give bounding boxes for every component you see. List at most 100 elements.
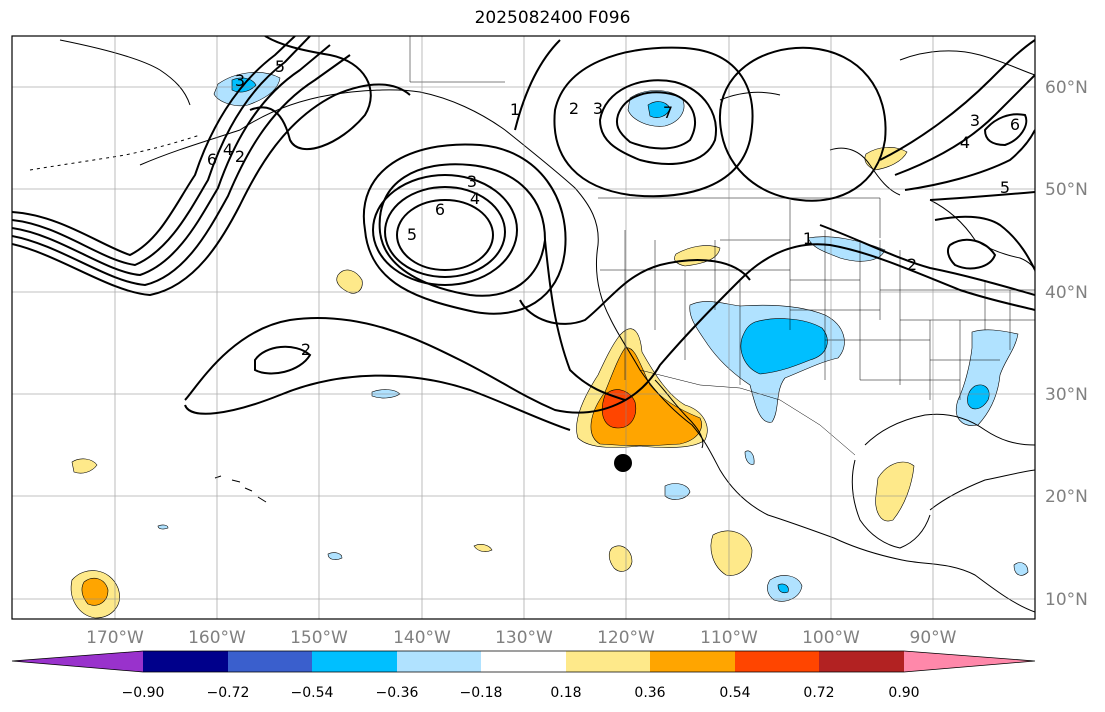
contour-ridge-west: [544, 239, 626, 401]
contour-east-closed: [983, 113, 1028, 147]
contour-bundle-1: [12, 36, 296, 257]
baja-coast: [654, 379, 704, 449]
contour-east-closed-2: [946, 238, 997, 270]
alaska-north-coast: [59, 39, 191, 106]
contour-east-1: [879, 39, 1035, 161]
warm-patch-pacific: [336, 269, 363, 294]
contour-label: 4: [470, 189, 480, 208]
closed-low-inner-1: [396, 199, 494, 271]
colorbar-segment: [819, 651, 904, 672]
contour-label: 6: [435, 200, 445, 219]
contour-label: 4: [223, 140, 233, 159]
colorbar-tick-label: −0.36: [376, 685, 419, 701]
contour-east-4: [929, 191, 1035, 201]
closed-low-inner-2: [384, 186, 506, 278]
colorbar: −0.90 −0.72 −0.54 −0.36 −0.18 0.18 0.36 …: [11, 650, 1036, 701]
cold-patch-6: [157, 524, 169, 530]
storm-center-marker: [614, 454, 632, 472]
hawaiian-islands: [214, 475, 267, 503]
contour-label: 2: [569, 99, 579, 118]
lon-axis: 170°W 160°W 150°W 140°W 130°W 120°W 110°…: [86, 628, 957, 648]
cold-anomaly-canada-core: [647, 101, 671, 118]
colorbar-segment: [143, 651, 228, 672]
lon-tick-label: 130°W: [495, 628, 553, 648]
contour-east-3: [904, 129, 1035, 191]
contour-bundle-4: [12, 54, 351, 287]
lat-tick-label: 50°N: [1045, 180, 1088, 200]
state-boundaries: [600, 200, 1035, 400]
us-canada-border: [598, 197, 881, 238]
colorbar-extend-low: [12, 651, 143, 672]
colorbar-segment: [566, 651, 650, 672]
contour-label: 1: [510, 100, 520, 119]
contour-east-5: [934, 215, 1035, 271]
contour-canada-low-3: [553, 46, 754, 198]
lon-tick-label: 120°W: [597, 628, 655, 648]
colorbar-extend-high: [904, 651, 1035, 672]
warm-patch-hudson: [864, 147, 908, 171]
colorbar-tick-label: −0.72: [207, 685, 250, 701]
colorbar-tick-label: 0.72: [803, 685, 834, 701]
contour-1-long: [184, 243, 1035, 414]
warm-patch-gulf: [875, 461, 915, 522]
cold-anomaly-sw-us-core: [740, 318, 828, 375]
contour-ridge-2: [519, 259, 751, 325]
colorbar-segment: [312, 651, 397, 672]
colorbar-tick-label: −0.18: [460, 685, 503, 701]
contour-1-north: [514, 39, 561, 131]
colorbar-tick-label: −0.90: [122, 685, 165, 701]
lon-tick-label: 150°W: [290, 628, 348, 648]
gulf-coast-north: [864, 413, 1035, 446]
colorbar-segment: [735, 651, 819, 672]
contour-bundle-3: [12, 44, 331, 277]
pacific-coastline: [139, 89, 1035, 613]
cold-patch-2: [664, 483, 691, 500]
colorbar-tick-label: 0.54: [719, 685, 750, 701]
closed-low-inner-3: [372, 174, 518, 286]
contour-lines: [12, 36, 1035, 431]
aleutian-islands: [29, 134, 201, 171]
cold-patch-5: [1013, 562, 1029, 576]
map-frame: [11, 35, 1036, 620]
alaska-yukon-border: [409, 36, 505, 83]
east-canada-coast: [929, 199, 1035, 273]
contour-canada-low-1: [598, 79, 717, 165]
contour-east-2: [894, 74, 1035, 176]
contour-alaska-loop: [249, 36, 372, 150]
colorbar-segment: [228, 651, 312, 672]
contour-label: 3: [593, 99, 603, 118]
cold-patch-7: [744, 450, 755, 465]
cold-anomaly-gulf-core: [967, 384, 990, 410]
cold-patch-4: [327, 552, 343, 560]
colorbar-segment: [397, 651, 481, 672]
colorbar-segment: [481, 651, 566, 672]
lat-axis: 60°N 50°N 40°N 30°N 20°N 10°N: [1045, 78, 1088, 610]
contour-label: 5: [1000, 178, 1010, 197]
warm-patch-tropics-3: [473, 544, 493, 552]
lat-tick-label: 60°N: [1045, 78, 1088, 98]
colorbar-tick-label: 0.36: [634, 685, 665, 701]
contour-label: 7: [663, 103, 673, 122]
lat-tick-label: 10°N: [1045, 590, 1088, 610]
warm-patch-tropics-2: [710, 530, 753, 576]
warm-patch-far-west: [71, 458, 98, 474]
lat-tick-label: 40°N: [1045, 283, 1088, 303]
colorbar-tick-label: 0.18: [550, 685, 581, 701]
anomaly-fills: [70, 72, 1029, 619]
contour-2-east: [819, 224, 1035, 296]
lon-tick-label: 100°W: [802, 628, 860, 648]
cold-patch-3-core: [777, 583, 789, 594]
contour-label: 2: [907, 255, 917, 274]
political-boundaries: [409, 36, 1035, 456]
gulf-coast-west: [851, 459, 931, 549]
yucatan-coast: [929, 469, 1035, 511]
contour-label: 3: [970, 111, 980, 130]
contour-label: 2: [235, 147, 245, 166]
closed-low-3: [378, 163, 547, 297]
lat-tick-label: 30°N: [1045, 385, 1088, 405]
contour-label: 3: [235, 71, 245, 90]
contour-label: 1: [803, 229, 813, 248]
contour-label: 5: [407, 225, 417, 244]
contour-label-group: 3 5 6 4 2 1 2 3 7 3 4 6 5 1 2 5 4 3 2 6: [207, 57, 1020, 359]
